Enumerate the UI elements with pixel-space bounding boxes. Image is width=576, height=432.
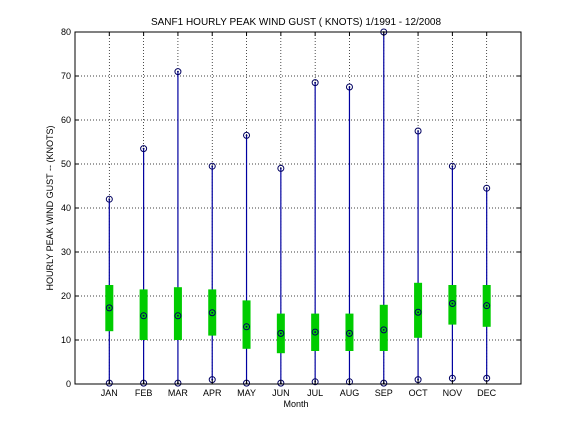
min-marker [345,378,353,386]
median-marker [105,304,113,312]
iqr-box [379,304,388,351]
y-tick-label: 60 [61,115,71,125]
max-marker [174,68,182,76]
median-marker-dot [108,306,111,309]
median-marker-dot [314,331,317,333]
max-marker-dot [485,187,488,190]
x-tick-label: MAR [168,388,189,398]
iqr-box [139,289,148,340]
median-marker-dot [279,332,282,335]
x-tick-label: SEP [375,388,393,398]
x-tick-label: NOV [443,388,463,398]
y-tick-label: 20 [61,291,71,301]
median-marker-dot [177,314,179,317]
median-marker [345,329,353,337]
median-marker [380,326,388,334]
box-dec [482,184,491,382]
y-axis-label: HOURLY PEAK WIND GUST -- (KNOTS) [45,125,55,290]
y-tick-label: 40 [61,203,71,213]
data-layer [105,28,491,387]
x-tick-label: JUL [307,388,323,398]
iqr-box [173,287,182,340]
x-tick-label: FEB [135,388,153,398]
box-may [242,131,251,387]
median-marker-dot [348,332,351,335]
x-tick-label: DEC [477,388,497,398]
box-aug [345,83,354,386]
max-marker [311,79,319,87]
tick-layer: 0 10 20 30 40 50 60 70 80 JAN FEB MAR APR MAY JUN JUL AU… [61,27,521,398]
max-marker-dot [211,165,214,168]
max-marker-dot [142,147,145,150]
median-marker-dot [142,314,145,317]
chart-title: SANF1 HOURLY PEAK WIND GUST ( KNOTS) 1/1… [151,17,442,28]
y-tick-label: 0 [66,379,71,389]
box-jan [105,195,114,387]
median-marker [208,309,216,317]
max-marker [414,127,422,135]
median-marker [448,299,456,307]
max-marker [208,162,216,170]
box-sep [379,28,388,387]
y-tick-label: 10 [61,335,71,345]
max-marker-dot [348,86,351,88]
min-marker-dot [451,377,454,380]
median-marker [277,329,285,337]
median-marker [140,312,148,320]
median-marker [311,328,319,336]
max-marker-dot [177,70,179,73]
iqr-box [242,300,251,349]
max-marker-dot [279,167,282,170]
y-tick-label: 70 [61,71,71,81]
max-marker-dot [417,130,419,132]
median-marker-dot [485,304,488,307]
max-marker-dot [451,165,454,168]
x-tick-label: AUG [340,388,360,398]
max-marker-dot [108,198,111,201]
max-marker [448,162,456,170]
box-apr [208,162,217,384]
max-marker-dot [314,81,317,84]
box-oct [414,127,423,384]
max-marker [483,184,491,192]
median-marker [414,308,422,316]
box-jul [311,79,320,386]
box-jun [276,164,285,387]
x-axis-label: Month [283,399,308,409]
max-marker-dot [245,134,248,137]
box-feb [139,145,148,387]
y-tick-label: 50 [61,159,71,169]
median-marker [243,323,251,331]
min-marker-dot [485,377,488,380]
max-marker [345,83,353,91]
median-marker-dot [451,302,454,305]
box-mar [173,68,182,387]
x-tick-label: OCT [409,388,429,398]
median-marker [483,302,491,310]
iqr-box [448,285,457,325]
median-marker [174,312,182,320]
median-marker-dot [382,328,385,331]
median-marker-dot [245,325,248,328]
max-marker [243,131,251,139]
box-nov [448,162,457,382]
x-tick-label: JAN [101,388,118,398]
max-marker [140,145,148,153]
iqr-box [414,282,423,338]
y-tick-label: 30 [61,247,71,257]
y-tick-label: 80 [61,27,71,37]
min-marker [311,378,319,386]
x-tick-label: MAY [237,388,256,398]
median-marker-dot [211,311,214,314]
x-tick-label: JUN [272,388,290,398]
max-marker [277,164,285,172]
x-tick-label: APR [203,388,222,398]
iqr-box [345,313,354,351]
grid-layer [75,32,521,384]
max-marker [105,195,113,203]
median-marker-dot [417,311,419,314]
